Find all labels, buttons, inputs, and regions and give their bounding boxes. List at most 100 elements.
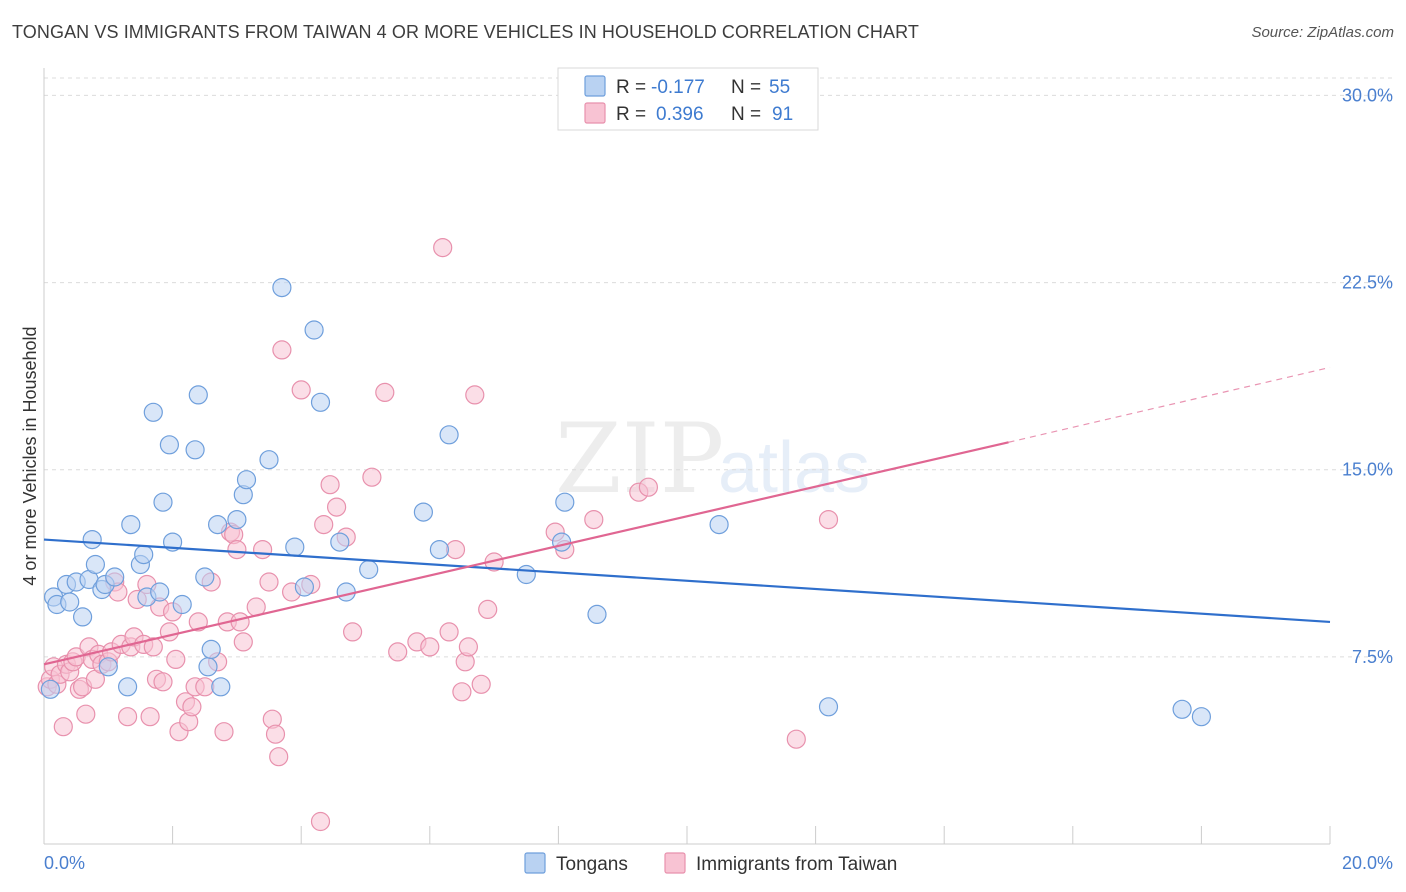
point-taiwan-58 — [269, 747, 289, 767]
legend-r-value-tongans: -0.177 — [651, 77, 705, 98]
legend-swatch-tongans — [584, 75, 606, 97]
point-tongans-6 — [72, 607, 93, 627]
chart-title: TONGAN VS IMMIGRANTS FROM TAIWAN 4 OR MO… — [12, 22, 919, 42]
point-tongans-46 — [439, 425, 459, 445]
point-tongans-48 — [551, 532, 572, 552]
y-tick-label-3: 30.0% — [1342, 85, 1393, 105]
point-tongans-29 — [201, 639, 221, 660]
watermark-atlas: atlas — [718, 428, 870, 508]
series-tongans-points — [40, 278, 1212, 727]
y-tick-label-2: 22.5% — [1342, 273, 1393, 293]
bottom-legend-swatch-taiwan — [664, 852, 686, 874]
point-taiwan-61 — [291, 380, 311, 400]
point-tongans-14 — [117, 677, 138, 697]
point-taiwan-64 — [314, 514, 334, 535]
point-tongans-0 — [40, 679, 61, 699]
axes — [43, 68, 1331, 845]
y-tick-label-1: 15.0% — [1342, 460, 1393, 480]
bottom-legend-label-taiwan: Immigrants from Taiwan — [696, 854, 897, 875]
point-taiwan-55 — [259, 572, 279, 592]
point-tongans-30 — [208, 514, 228, 535]
point-taiwan-66 — [327, 497, 347, 517]
point-tongans-44 — [413, 502, 433, 522]
point-taiwan-50 — [227, 539, 247, 560]
point-tongans-31 — [211, 677, 231, 697]
point-taiwan-65 — [320, 475, 340, 495]
point-tongans-20 — [150, 582, 170, 602]
point-taiwan-29 — [140, 707, 160, 727]
point-tongans-49 — [555, 492, 575, 512]
legend-n-label-tongans: N = — [731, 77, 761, 98]
point-taiwan-43 — [195, 677, 215, 697]
point-taiwan-36 — [166, 649, 186, 670]
series-taiwan-points — [37, 238, 839, 832]
point-taiwan-33 — [153, 672, 173, 692]
point-taiwan-79 — [458, 637, 478, 657]
point-taiwan-75 — [439, 622, 459, 642]
legend-n-value-taiwan: 91 — [772, 104, 793, 125]
point-tongans-53 — [1172, 699, 1192, 719]
point-tongans-52 — [818, 697, 839, 717]
legend-r-label-taiwan: R = — [616, 104, 646, 125]
point-tongans-25 — [185, 440, 205, 460]
x-tick-label-max: 20.0% — [1342, 853, 1393, 873]
point-taiwan-23 — [117, 707, 138, 727]
point-tongans-39 — [304, 320, 324, 340]
point-tongans-26 — [188, 385, 208, 405]
x-tick-labels: 0.0% 20.0% — [44, 853, 1393, 873]
point-taiwan-81 — [471, 674, 491, 694]
point-tongans-22 — [159, 435, 179, 455]
point-tongans-51 — [709, 514, 729, 535]
point-tongans-15 — [121, 514, 141, 535]
point-taiwan-42 — [188, 612, 208, 632]
y-tick-labels: 7.5% 15.0% 22.5% 30.0% — [1342, 85, 1393, 666]
point-taiwan-80 — [465, 385, 485, 405]
legend-n-label-taiwan: N = — [731, 104, 761, 125]
chart-source: Source: ZipAtlas.com — [1251, 24, 1394, 41]
point-taiwan-82 — [478, 599, 498, 620]
point-tongans-50 — [587, 604, 607, 625]
point-taiwan-73 — [420, 637, 440, 657]
point-taiwan-71 — [388, 642, 408, 662]
point-tongans-19 — [143, 402, 163, 422]
point-taiwan-54 — [253, 539, 273, 560]
point-taiwan-88 — [638, 477, 659, 497]
legend-r-value-taiwan: 0.396 — [656, 104, 704, 125]
point-taiwan-59 — [272, 340, 292, 360]
point-tongans-21 — [153, 492, 173, 512]
trend-line-taiwan — [43, 441, 1009, 666]
point-taiwan-69 — [362, 467, 382, 487]
point-tongans-34 — [236, 470, 257, 490]
point-tongans-8 — [82, 529, 102, 550]
point-tongans-4 — [60, 592, 80, 612]
point-tongans-17 — [134, 544, 154, 565]
point-taiwan-76 — [445, 539, 466, 560]
trend-line-extension-taiwan — [1008, 366, 1331, 443]
point-taiwan-89 — [786, 729, 806, 749]
point-tongans-45 — [429, 539, 449, 560]
point-tongans-43 — [359, 559, 379, 580]
point-taiwan-30 — [143, 637, 163, 657]
point-tongans-37 — [285, 537, 305, 557]
point-tongans-54 — [1191, 707, 1212, 727]
point-taiwan-74 — [433, 238, 453, 258]
y-tick-label-0: 7.5% — [1352, 647, 1393, 667]
point-tongans-42 — [336, 582, 356, 602]
watermark: ZIP atlas — [555, 403, 870, 515]
point-taiwan-40 — [182, 697, 202, 717]
bottom-legend-swatch-tongans — [524, 852, 546, 874]
point-taiwan-12 — [76, 704, 96, 724]
point-tongans-12 — [98, 657, 118, 677]
legend-box: R = -0.177 N = 55 R = 0.396 N = 91 — [557, 67, 819, 131]
legend-n-value-tongans: 55 — [769, 77, 790, 98]
point-tongans-24 — [172, 594, 192, 615]
point-tongans-40 — [310, 392, 331, 412]
point-tongans-32 — [227, 509, 247, 530]
point-tongans-27 — [195, 567, 215, 587]
point-tongans-36 — [272, 278, 292, 298]
point-taiwan-46 — [214, 722, 234, 742]
point-taiwan-68 — [343, 622, 363, 642]
point-tongans-47 — [516, 564, 536, 585]
point-taiwan-5 — [53, 717, 73, 737]
